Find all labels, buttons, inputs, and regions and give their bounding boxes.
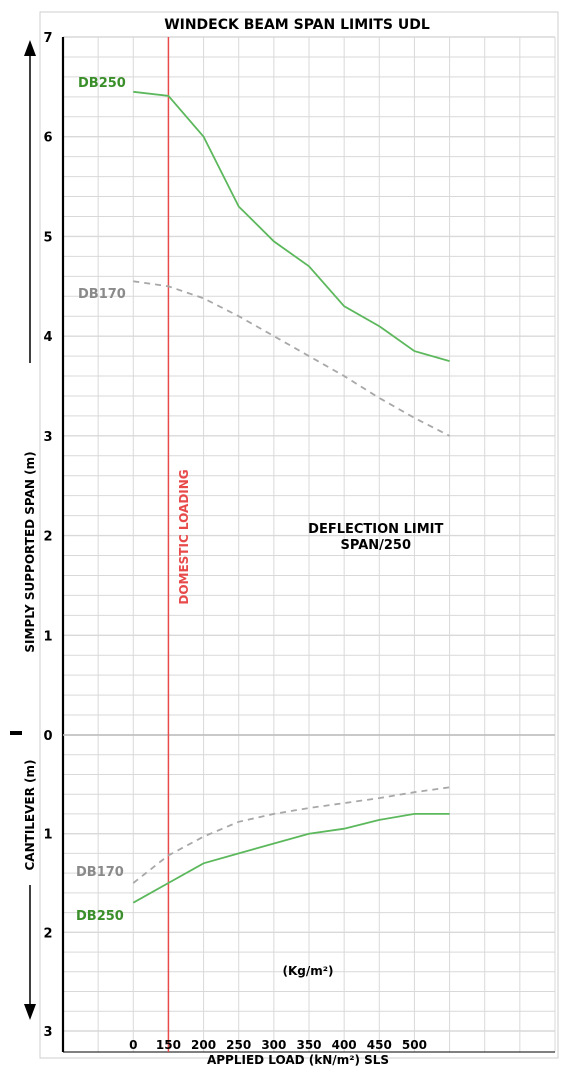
y-tick-label: 3: [43, 430, 52, 445]
upper-arrow-head: [24, 40, 36, 56]
unit-label: (Kg/m²): [283, 964, 334, 978]
y-tick-label: 1: [43, 629, 52, 644]
x-tick-label: 200: [191, 1038, 216, 1052]
y-tick-label: 5: [43, 230, 52, 245]
series-label-db170-upper: DB170: [78, 287, 126, 302]
y-tick-label: 4: [43, 330, 52, 345]
deflection-annotation: DEFLECTION LIMIT: [308, 522, 443, 537]
y-axis-label-upper: SIMPLY SUPPORTED SPAN (m): [23, 451, 37, 652]
y-tick-label: 3: [43, 1025, 52, 1040]
x-tick-label: 350: [296, 1038, 321, 1052]
series-label-db250-upper: DB250: [78, 76, 126, 91]
series-layer: [132, 37, 451, 1052]
y-axis-label-lower: CANTILEVER (m): [23, 759, 37, 870]
chart-frame: [39, 11, 559, 1059]
domestic-loading-label: DOMESTIC LOADING: [177, 469, 191, 604]
y-tick-label: 7: [43, 31, 52, 46]
x-tick-label: 400: [332, 1038, 357, 1052]
y-tick-label: 2: [43, 530, 52, 545]
y-tick-label: 0: [43, 729, 52, 744]
zero-marker: [10, 731, 22, 735]
series-line-db250-upper: [133, 90, 450, 362]
series-label-db250-lower: DB250: [76, 909, 124, 924]
lower-arrow-head: [24, 1004, 36, 1020]
labels-layer: 7 6 5 4 3 2 1 0 1 2 3 0 150 200 250 300 350 400 450 500 WIND…: [23, 17, 443, 1067]
chart-title: WINDECK BEAM SPAN LIMITS UDL: [164, 17, 430, 33]
x-tick-label: 0: [129, 1038, 137, 1052]
y-tick-label: 6: [43, 131, 52, 146]
series-line-db170-lower: [132, 786, 450, 884]
series-line-db250-lower: [132, 813, 450, 904]
series-label-db170-lower: DB170: [76, 865, 124, 880]
series-line-db170-upper: [133, 280, 451, 437]
deflection-annotation: SPAN/250: [341, 538, 412, 553]
x-tick-label: 300: [261, 1038, 286, 1052]
x-tick-label: 150: [156, 1038, 181, 1052]
x-tick-label: 450: [367, 1038, 392, 1052]
y-tick-label: 1: [43, 828, 52, 843]
x-tick-label: 500: [402, 1038, 427, 1052]
x-axis-label: APPLIED LOAD (kN/m²) SLS: [207, 1053, 389, 1067]
y-tick-label: 2: [43, 926, 52, 941]
x-tick-label: 250: [226, 1038, 251, 1052]
axes: [10, 37, 555, 1053]
